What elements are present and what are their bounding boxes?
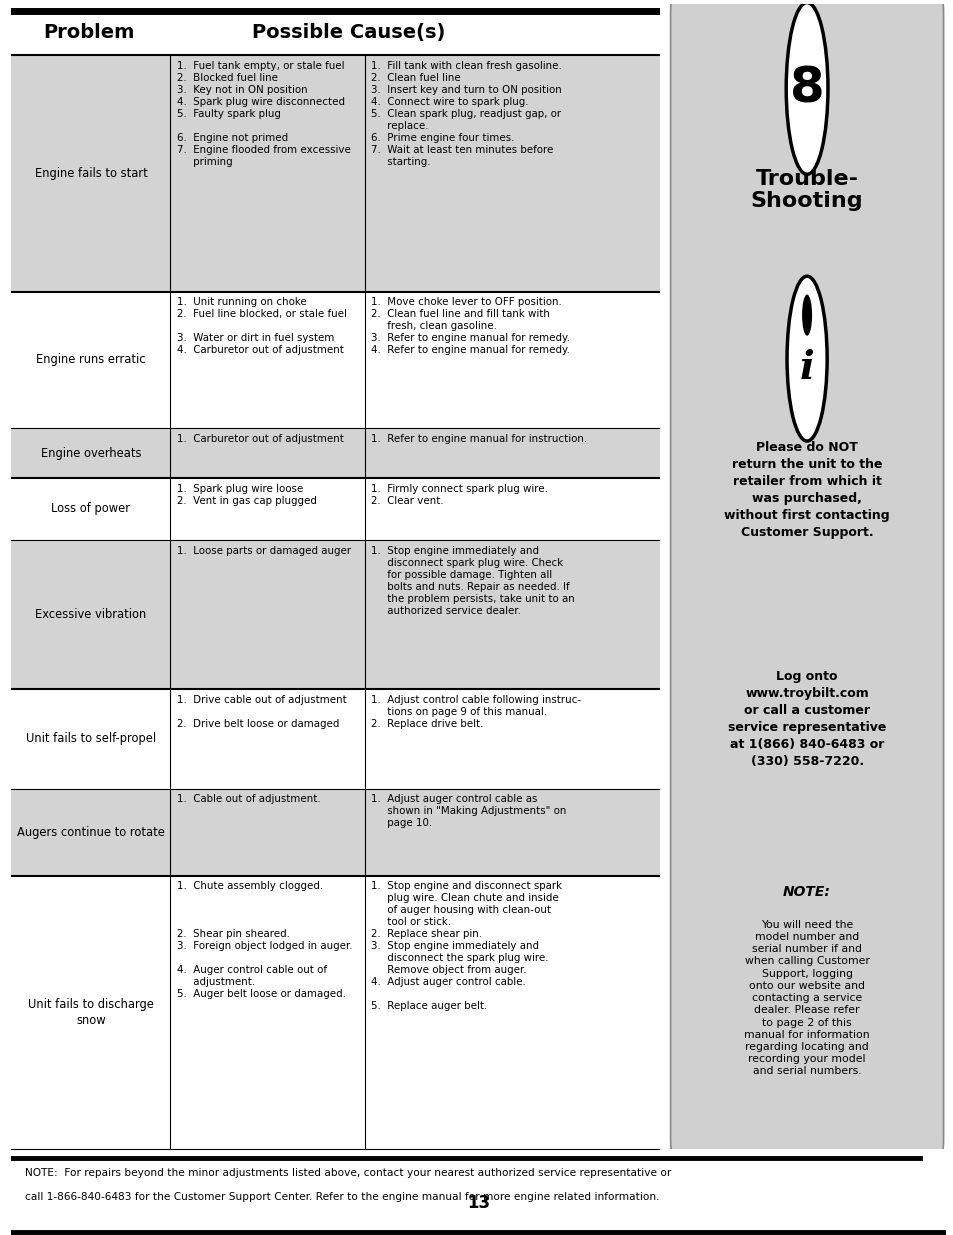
Bar [11, 540, 659, 689]
Circle shape [786, 277, 826, 441]
Bar [11, 789, 659, 876]
Text: You will need the
model number and
serial number if and
when calling Customer
Su: You will need the model number and seria… [743, 920, 869, 1077]
Text: 1.  Adjust auger control cable as
     shown in "Making Adjustments" on
     pag: 1. Adjust auger control cable as shown i… [371, 794, 566, 829]
Text: 1.  Fill tank with clean fresh gasoline.
2.  Clean fuel line
3.  Insert key and : 1. Fill tank with clean fresh gasoline. … [371, 62, 561, 167]
Text: 1.  Stop engine and disconnect spark
     plug wire. Clean chute and inside
    : 1. Stop engine and disconnect spark plug… [371, 882, 562, 1011]
Text: NOTE:  For repairs beyond the minor adjustments listed above, contact your neare: NOTE: For repairs beyond the minor adjus… [25, 1167, 670, 1177]
Bar [11, 429, 659, 478]
Text: 1.  Stop engine immediately and
     disconnect spark plug wire. Check
     for : 1. Stop engine immediately and disconnec… [371, 546, 575, 616]
Text: Engine overheats: Engine overheats [41, 447, 141, 459]
Bar [11, 56, 659, 291]
Text: 1.  Drive cable out of adjustment

2.  Drive belt loose or damaged: 1. Drive cable out of adjustment 2. Driv… [176, 695, 346, 729]
Text: Unit fails to discharge
snow: Unit fails to discharge snow [28, 998, 153, 1026]
Text: Possible Cause(s): Possible Cause(s) [252, 22, 445, 42]
Text: 1.  Carburetor out of adjustment: 1. Carburetor out of adjustment [176, 433, 343, 445]
Circle shape [801, 294, 811, 336]
Text: Problem: Problem [44, 22, 134, 42]
Text: 1.  Fuel tank empty, or stale fuel
2.  Blocked fuel line
3.  Key not in ON posit: 1. Fuel tank empty, or stale fuel 2. Blo… [176, 62, 351, 167]
Circle shape [785, 2, 827, 174]
Bar [11, 876, 659, 1149]
Text: Trouble-
Shooting: Trouble- Shooting [750, 168, 862, 211]
Text: 1.  Refer to engine manual for instruction.: 1. Refer to engine manual for instructio… [371, 433, 587, 445]
Bar [11, 478, 659, 540]
Text: Unit fails to self-propel: Unit fails to self-propel [26, 732, 155, 746]
Text: 1.  Firmly connect spark plug wire.
2.  Clear vent.: 1. Firmly connect spark plug wire. 2. Cl… [371, 484, 548, 505]
Text: 1.  Spark plug wire loose
2.  Vent in gas cap plugged: 1. Spark plug wire loose 2. Vent in gas … [176, 484, 316, 505]
Text: Please do NOT
return the unit to the
retailer from which it
was purchased,
witho: Please do NOT return the unit to the ret… [723, 441, 889, 538]
Text: 1.  Unit running on choke
2.  Fuel line blocked, or stale fuel

3.  Water or dir: 1. Unit running on choke 2. Fuel line bl… [176, 298, 346, 356]
Text: 1.  Move choke lever to OFF position.
2.  Clean fuel line and fill tank with
   : 1. Move choke lever to OFF position. 2. … [371, 298, 570, 356]
Text: NOTE:: NOTE: [782, 885, 830, 899]
Text: i: i [799, 348, 814, 387]
Text: 8: 8 [789, 64, 823, 112]
Bar [11, 291, 659, 429]
Text: Excessive vibration: Excessive vibration [35, 608, 147, 621]
Text: 1.  Loose parts or damaged auger: 1. Loose parts or damaged auger [176, 546, 351, 556]
Text: Augers continue to rotate: Augers continue to rotate [17, 825, 165, 839]
Text: Log onto
www.troybilt.com
or call a customer
service representative
at 1(866) 84: Log onto www.troybilt.com or call a cust… [727, 671, 885, 768]
Text: call 1-866-840-6483 for the Customer Support Center. Refer to the engine manual : call 1-866-840-6483 for the Customer Sup… [25, 1192, 659, 1202]
FancyBboxPatch shape [670, 0, 943, 1172]
Bar [11, 689, 659, 789]
Text: 1.  Adjust control cable following instruc-
     tions on page 9 of this manual.: 1. Adjust control cable following instru… [371, 695, 581, 729]
Text: Engine fails to start: Engine fails to start [34, 167, 147, 180]
Text: Loss of power: Loss of power [51, 503, 131, 515]
Text: 1.  Chute assembly clogged.



2.  Shear pin sheared.
3.  Foreign object lodged : 1. Chute assembly clogged. 2. Shear pin … [176, 882, 352, 999]
Text: 13: 13 [467, 1194, 490, 1212]
Text: 1.  Cable out of adjustment.: 1. Cable out of adjustment. [176, 794, 320, 804]
Text: Engine runs erratic: Engine runs erratic [36, 353, 146, 367]
